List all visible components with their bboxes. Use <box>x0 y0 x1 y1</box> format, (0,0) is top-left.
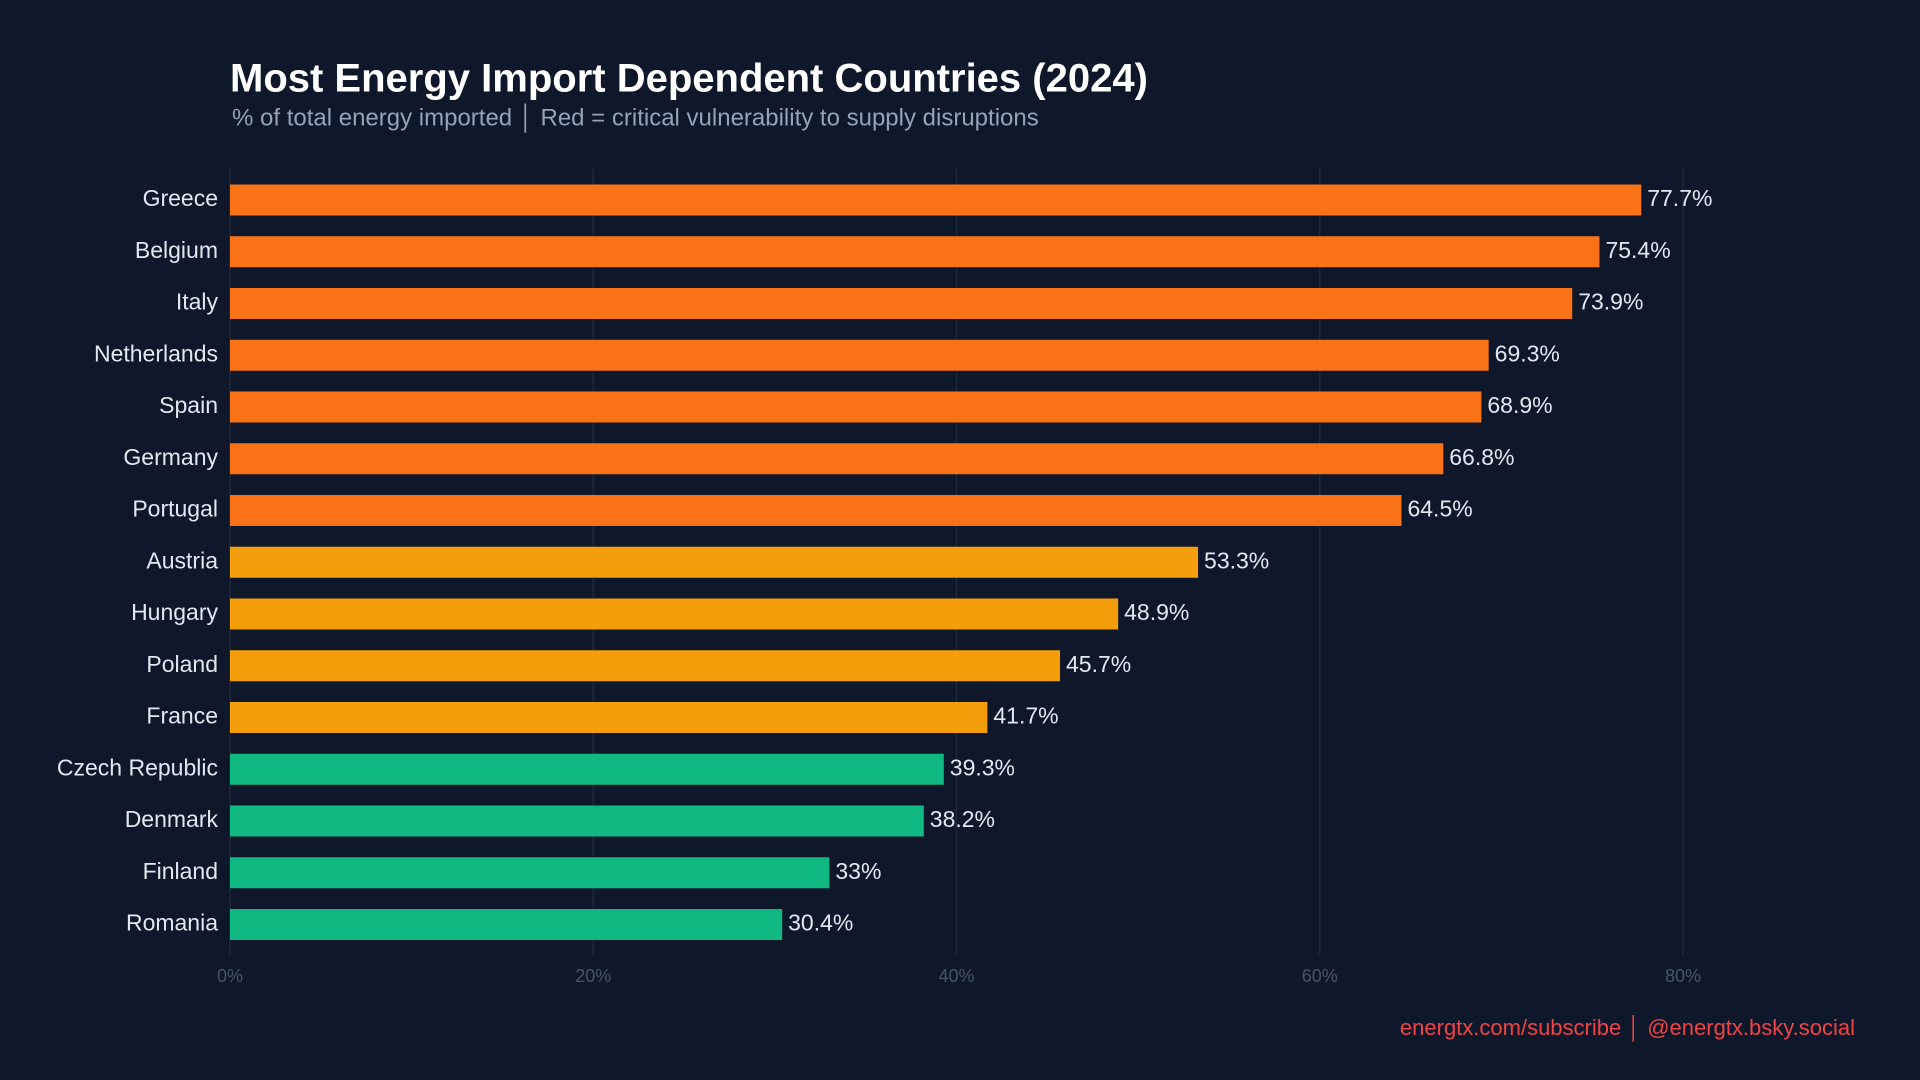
chart-title: Most Energy Import Dependent Countries (… <box>230 57 1148 101</box>
bar <box>230 753 944 785</box>
y-tick-label: Poland <box>146 651 218 677</box>
value-label: 77.7% <box>1647 185 1712 211</box>
bar <box>230 650 1061 682</box>
value-label: 66.8% <box>1449 444 1514 470</box>
bar <box>230 236 1600 268</box>
bar <box>230 805 924 837</box>
y-tick-label: Austria <box>146 547 218 573</box>
value-label: 69.3% <box>1495 340 1560 366</box>
y-tick-label: Denmark <box>125 806 219 832</box>
bar <box>230 184 1642 216</box>
value-label: 75.4% <box>1605 237 1670 263</box>
x-tick-label: 60% <box>1302 966 1338 986</box>
y-tick-label: Italy <box>176 289 219 315</box>
x-tick-label: 0% <box>217 966 243 986</box>
chart-subtitle: % of total energy imported │ Red = criti… <box>232 103 1039 133</box>
y-tick-label: Hungary <box>131 599 218 625</box>
x-tick-label: 40% <box>938 966 974 986</box>
value-label: 64.5% <box>1407 496 1472 522</box>
y-tick-label: Belgium <box>135 237 218 263</box>
value-label: 48.9% <box>1124 599 1189 625</box>
bar <box>230 391 1482 423</box>
bar <box>230 288 1573 319</box>
y-tick-label: Spain <box>159 392 218 418</box>
x-tick-label: 80% <box>1665 966 1701 986</box>
x-tick-label: 20% <box>575 966 611 986</box>
value-label: 68.9% <box>1487 392 1552 418</box>
y-tick-label: Portugal <box>132 496 218 522</box>
footer: energtx.com/subscribe │ @energtx.bsky.so… <box>1400 1014 1855 1042</box>
value-label: 38.2% <box>930 806 995 832</box>
bar <box>230 857 830 889</box>
bar <box>230 546 1199 578</box>
bar <box>230 702 988 733</box>
y-tick-label: Germany <box>123 444 218 470</box>
value-label: 41.7% <box>993 703 1058 729</box>
value-label: 33% <box>835 858 881 884</box>
bar <box>230 443 1444 475</box>
y-tick-label: Romania <box>126 910 218 936</box>
y-tick-label: France <box>146 703 218 729</box>
y-tick-label: Finland <box>143 858 218 884</box>
y-tick-label: Czech Republic <box>57 754 218 780</box>
bar <box>230 598 1119 630</box>
value-label: 39.3% <box>950 754 1015 780</box>
y-tick-label: Netherlands <box>94 340 218 366</box>
value-label: 30.4% <box>788 910 853 936</box>
value-label: 45.7% <box>1066 651 1131 677</box>
bar <box>230 495 1402 526</box>
bar <box>230 909 783 940</box>
bar <box>230 339 1489 371</box>
value-label: 73.9% <box>1578 289 1643 315</box>
value-label: 53.3% <box>1204 547 1269 573</box>
y-tick-label: Greece <box>143 185 218 211</box>
